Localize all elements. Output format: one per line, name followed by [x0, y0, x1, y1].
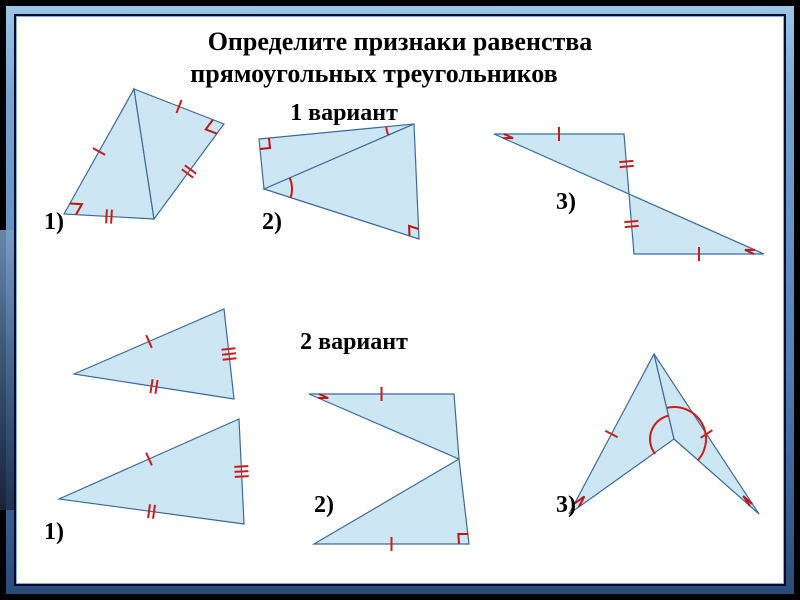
diagram-canvas: Определите признаки равенства прямоуголь…	[14, 14, 786, 586]
variant1-label: 1 вариант	[290, 100, 398, 126]
v1-num-2: 2)	[262, 209, 282, 235]
title-line1: Определите признаки равенства	[208, 27, 593, 56]
v2-num-3: 3)	[556, 492, 576, 518]
variant2-label: 2 вариант	[300, 329, 408, 355]
v1-num-3: 3)	[556, 189, 576, 215]
v1-num-1: 1)	[44, 209, 64, 235]
v2-num-1: 1)	[44, 519, 64, 545]
v2-num-2: 2)	[314, 492, 334, 518]
title-line2: прямоугольных треугольников	[190, 59, 557, 88]
